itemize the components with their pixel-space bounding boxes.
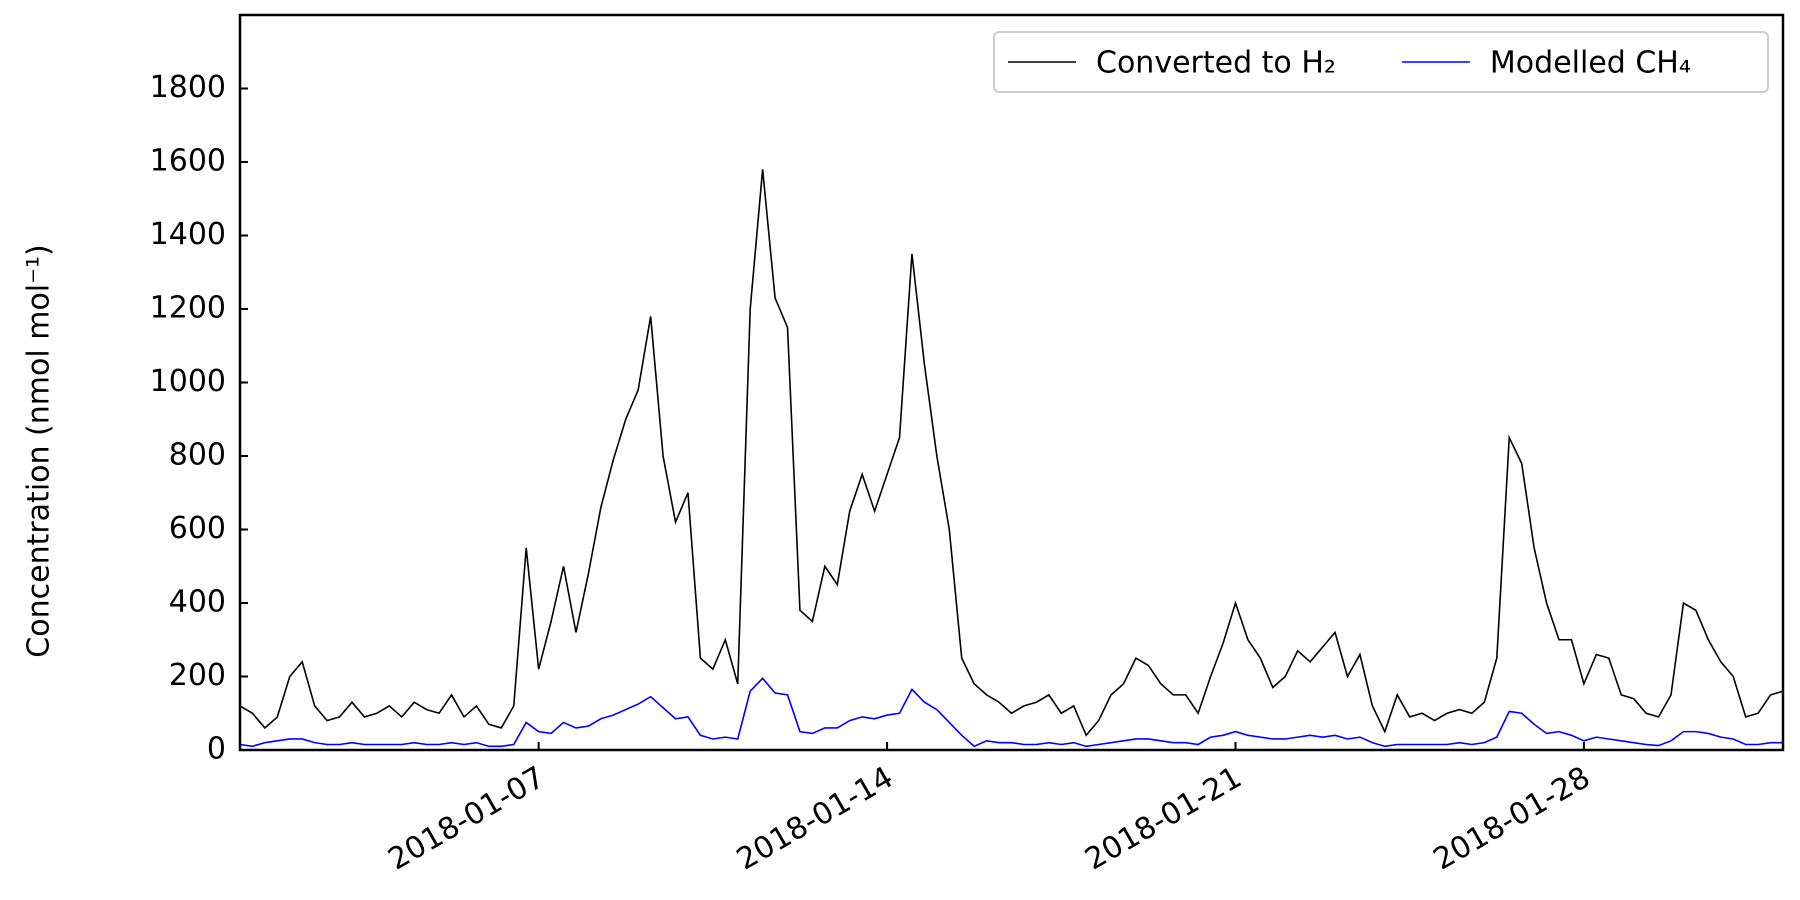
y-tick-label: 1600 xyxy=(150,144,226,179)
series-line xyxy=(239,677,1783,748)
legend: Converted to H₂ Modelled CH₄ xyxy=(993,31,1769,93)
x-tick-label: 2018-01-07 xyxy=(382,760,550,877)
y-tick-label: 1000 xyxy=(150,364,226,399)
x-tick-label: 2018-01-28 xyxy=(1428,760,1596,877)
legend-box xyxy=(993,31,1769,93)
x-tick-label: 2018-01-21 xyxy=(1079,760,1247,877)
y-tick-label: 1400 xyxy=(150,217,226,252)
y-tick-label: 200 xyxy=(169,658,226,693)
y-tick-label: 400 xyxy=(169,585,226,620)
legend-label: Converted to H₂ xyxy=(1096,46,1336,81)
y-tick-label: 800 xyxy=(169,438,226,473)
plot-frame xyxy=(238,13,1785,752)
y-tick-label: 0 xyxy=(207,732,226,767)
y-axis-label: Concentration (nmol mol⁻¹) xyxy=(22,244,57,657)
x-tick-label: 2018-01-14 xyxy=(731,760,899,877)
y-tick-label: 600 xyxy=(169,511,226,546)
y-tick-label: 1200 xyxy=(150,291,226,326)
series-line xyxy=(239,169,1784,737)
y-tick-label: 1800 xyxy=(150,70,226,105)
legend-label: Modelled CH₄ xyxy=(1490,46,1691,81)
